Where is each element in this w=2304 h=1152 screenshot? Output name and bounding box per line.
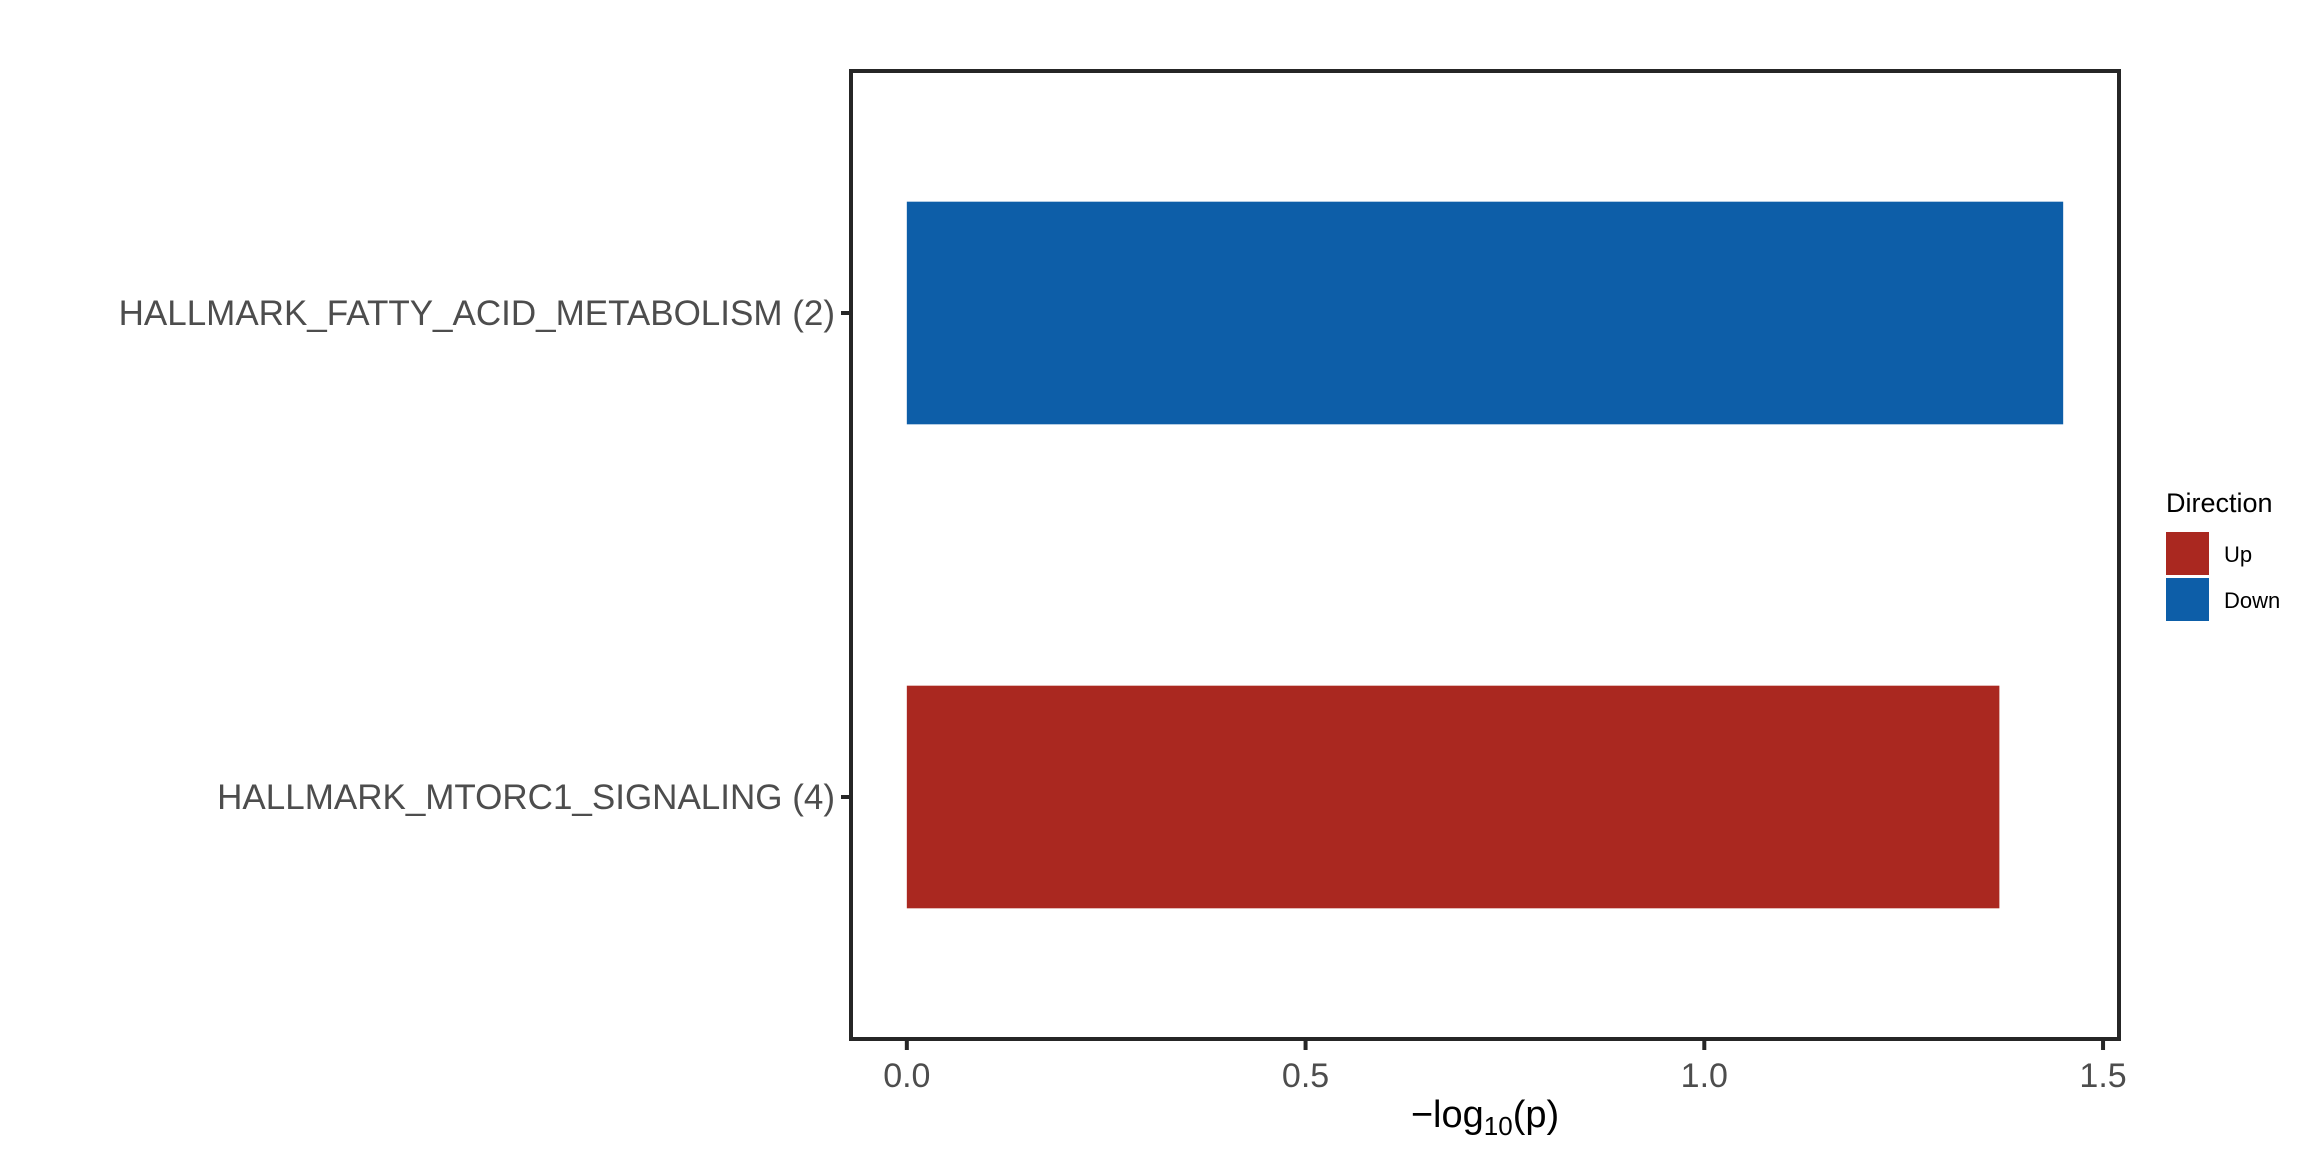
x-tick-label: 1.5	[2079, 1057, 2126, 1095]
x-axis-title-subscript: 10	[1484, 1111, 1513, 1141]
x-axis: 0.0 0.5 1.0 1.5	[883, 1039, 2127, 1095]
plot-border	[849, 69, 2121, 1041]
x-tick-label: 0.0	[883, 1057, 930, 1095]
legend-label-down: Down	[2224, 588, 2280, 613]
y-tick-label: HALLMARK_FATTY_ACID_METABOLISM (2)	[119, 294, 835, 333]
legend: Direction Up Down	[2166, 488, 2280, 621]
x-tick-label: 0.5	[1282, 1057, 1329, 1095]
bars-layer	[906, 201, 2064, 909]
bar-down	[906, 201, 2064, 425]
legend-key-down	[2166, 578, 2209, 621]
x-tick-label: 1.0	[1681, 1057, 1728, 1095]
legend-label-up: Up	[2224, 542, 2252, 567]
y-tick-label: HALLMARK_MTORC1_SIGNALING (4)	[217, 778, 835, 817]
x-axis-title-suffix: (p)	[1513, 1094, 1559, 1136]
legend-title: Direction	[2166, 488, 2273, 518]
x-axis-title-prefix: −log	[1411, 1094, 1484, 1136]
legend-key-up	[2166, 532, 2209, 575]
x-axis-title: −log10(p)	[1411, 1094, 1559, 1141]
bar-up	[906, 685, 2000, 909]
y-axis: HALLMARK_FATTY_ACID_METABOLISM (2) HALLMA…	[119, 294, 851, 817]
